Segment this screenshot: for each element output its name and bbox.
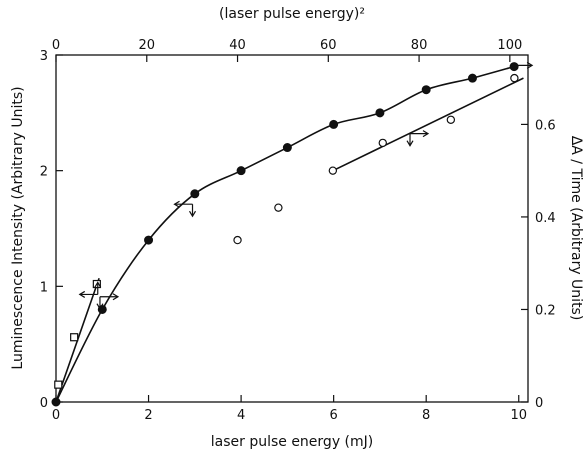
x-tick-label: 2: [144, 408, 152, 423]
axis-indicator-arrow: [514, 61, 534, 69]
x2-tick-label: 80: [411, 38, 428, 53]
axis-indicator-arrow: [406, 130, 430, 147]
x-tick-label: 4: [237, 408, 245, 423]
data-point-filled-circle: [236, 166, 246, 176]
data-point-filled-circle: [329, 119, 339, 129]
data-point-filled-circle: [375, 108, 385, 118]
x2-axis-title: (laser pulse energy)²: [219, 6, 365, 22]
y2-tick-label: 0: [535, 396, 543, 411]
data-point-filled-circle: [509, 62, 519, 72]
x2-tick-label: 0: [52, 38, 60, 53]
y2-tick-label: 0.4: [535, 211, 556, 226]
data-point-open-circle: [510, 73, 519, 83]
markers-layer: [51, 62, 519, 407]
data-point-filled-circle: [51, 397, 61, 407]
data-point-open-square: [54, 380, 63, 389]
fit-line: [332, 77, 524, 172]
x-tick-label: 8: [422, 408, 430, 423]
x2-tick-label: 100: [497, 38, 522, 53]
x-axis-title: laser pulse energy (mJ): [211, 434, 374, 450]
y2-tick-label: 0.2: [535, 303, 556, 318]
axis-indicator-arrow: [173, 200, 197, 218]
axis-indicator-arrow: [78, 281, 102, 298]
data-point-open-square: [70, 333, 79, 342]
y-tick-label: 0: [40, 396, 48, 411]
data-point-open-circle: [274, 203, 283, 212]
x2-tick-label: 40: [229, 38, 246, 53]
x2-tick-label: 60: [320, 38, 337, 53]
data-point-filled-circle: [144, 235, 154, 245]
data-point-filled-circle: [282, 143, 292, 153]
y-tick-label: 3: [40, 49, 48, 64]
x2-tick-label: 20: [138, 38, 155, 53]
data-point-open-circle: [446, 115, 456, 124]
data-point-open-circle: [378, 138, 387, 148]
x-tick-label: 0: [52, 408, 60, 423]
plot-frame: [55, 54, 529, 403]
data-point-open-circle: [233, 235, 242, 245]
y2-axis-title: ΔA / Time (Arbitrary Units): [568, 136, 583, 321]
y2-tick-label: 0.6: [535, 118, 556, 133]
data-point-filled-circle: [190, 189, 200, 199]
y-tick-label: 2: [40, 165, 48, 180]
data-point-filled-circle: [467, 73, 477, 83]
arrows-layer: [78, 61, 534, 310]
x-tick-label: 6: [330, 408, 338, 423]
fit-curve: [55, 65, 515, 403]
y-tick-label: 1: [40, 280, 48, 295]
data-point-filled-circle: [421, 85, 431, 95]
data-point-open-circle: [328, 166, 338, 175]
axis-indicator-arrow: [96, 293, 120, 310]
y-axis-title: Luminescence Intensity (Arbitrary Units): [10, 86, 26, 369]
x-tick-label: 10: [510, 408, 527, 423]
